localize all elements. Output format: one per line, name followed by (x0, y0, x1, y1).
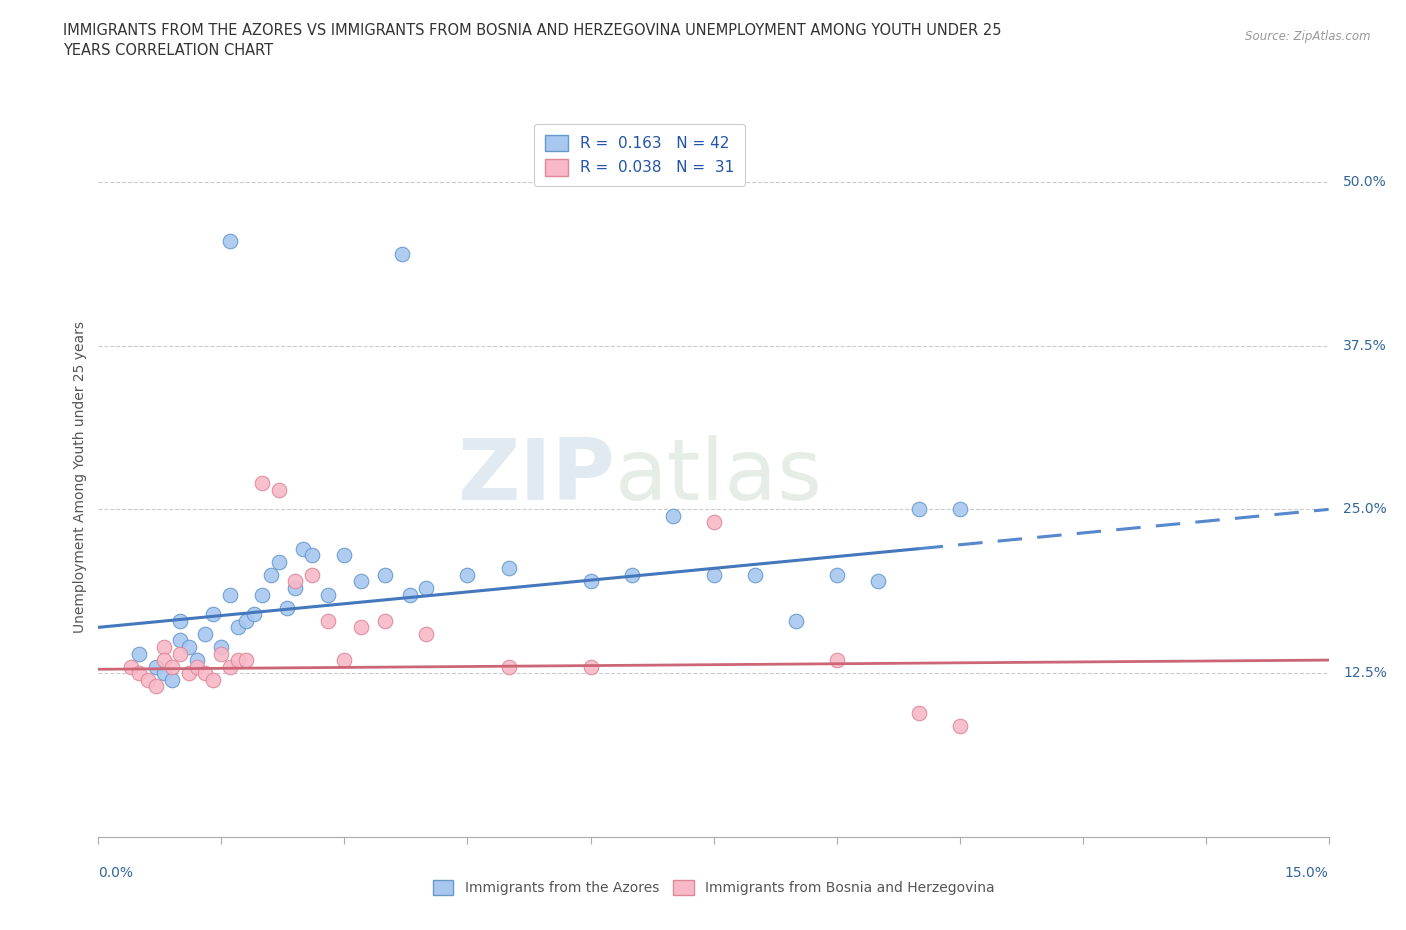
Point (907, 705, 929, 720)
Point (186, 659, 208, 674)
Point (301, 548, 323, 563)
Point (292, 541, 315, 556)
Point (703, 515, 725, 530)
Point (301, 567, 323, 582)
Point (785, 614, 807, 629)
Point (169, 646, 191, 661)
Text: 25.0%: 25.0% (1344, 502, 1388, 516)
Point (415, 580, 437, 595)
Point (177, 666, 200, 681)
Point (661, 509, 683, 524)
Point (128, 666, 150, 681)
Y-axis label: Unemployment Among Youth under 25 years: Unemployment Among Youth under 25 years (73, 321, 87, 632)
Text: 0.0%: 0.0% (98, 866, 134, 880)
Point (333, 548, 356, 563)
Point (276, 600, 298, 615)
Point (374, 567, 396, 582)
Point (703, 567, 725, 582)
Point (186, 653, 208, 668)
Point (153, 666, 176, 681)
Text: atlas: atlas (616, 435, 823, 518)
Point (211, 640, 233, 655)
Point (350, 620, 373, 635)
Point (457, 567, 479, 582)
Point (226, 620, 249, 635)
Point (579, 574, 602, 589)
Point (169, 633, 191, 648)
Point (267, 483, 290, 498)
Point (136, 672, 159, 687)
Point (316, 587, 339, 602)
Point (744, 567, 766, 582)
Point (949, 718, 972, 733)
Point (866, 574, 889, 589)
Point (120, 659, 142, 674)
Point (194, 666, 217, 681)
Point (169, 614, 191, 629)
Point (235, 653, 257, 668)
Point (128, 646, 150, 661)
Point (252, 476, 274, 491)
Text: Source: ZipAtlas.com: Source: ZipAtlas.com (1246, 30, 1371, 43)
Text: 12.5%: 12.5% (1344, 666, 1388, 680)
Point (162, 659, 183, 674)
Point (284, 580, 307, 595)
Legend: Immigrants from the Azores, Immigrants from Bosnia and Herzegovina: Immigrants from the Azores, Immigrants f… (426, 873, 1001, 902)
Text: 15.0%: 15.0% (1285, 866, 1329, 880)
Text: ZIP: ZIP (457, 435, 616, 518)
Point (145, 679, 167, 694)
Point (218, 233, 240, 248)
Point (252, 587, 274, 602)
Point (579, 659, 602, 674)
Point (218, 659, 240, 674)
Point (235, 614, 257, 629)
Point (399, 587, 422, 602)
Point (162, 672, 183, 687)
Point (153, 653, 176, 668)
Point (907, 502, 929, 517)
Point (226, 653, 249, 668)
Text: 50.0%: 50.0% (1344, 175, 1388, 189)
Point (153, 640, 176, 655)
Point (415, 627, 437, 642)
Point (350, 574, 373, 589)
Point (202, 606, 225, 621)
Point (243, 606, 266, 621)
Point (391, 246, 413, 261)
Point (194, 627, 217, 642)
Point (211, 646, 233, 661)
Point (825, 653, 848, 668)
Point (202, 672, 225, 687)
Point (620, 567, 643, 582)
Point (284, 574, 307, 589)
Point (260, 567, 283, 582)
Point (145, 659, 167, 674)
Text: IMMIGRANTS FROM THE AZORES VS IMMIGRANTS FROM BOSNIA AND HERZEGOVINA UNEMPLOYMEN: IMMIGRANTS FROM THE AZORES VS IMMIGRANTS… (63, 23, 1001, 58)
Point (498, 561, 520, 576)
Text: 37.5%: 37.5% (1344, 339, 1388, 352)
Point (316, 614, 339, 629)
Point (267, 554, 290, 569)
Point (949, 502, 972, 517)
Point (374, 614, 396, 629)
Point (333, 653, 356, 668)
Point (498, 659, 520, 674)
Point (825, 567, 848, 582)
Point (218, 587, 240, 602)
Point (177, 640, 200, 655)
